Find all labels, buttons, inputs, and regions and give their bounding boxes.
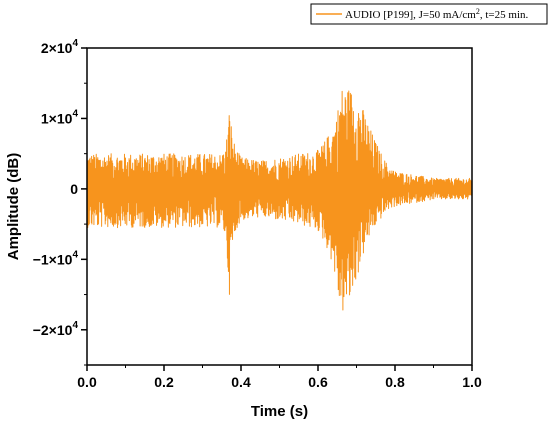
x-axis-title: Time (s) bbox=[251, 403, 308, 420]
series-audio-signal-line bbox=[86, 90, 473, 311]
legend-entry-text-part2: , t=25 min. bbox=[480, 9, 529, 21]
legend-entry-superscript: 2 bbox=[476, 7, 480, 16]
x-tick-label: 0.4 bbox=[231, 374, 251, 390]
x-tick-label: 0.6 bbox=[308, 374, 328, 390]
y-tick-label: −1×104 bbox=[33, 249, 79, 267]
y-tick-label: 1×104 bbox=[41, 108, 79, 126]
y-tick-label: 2×104 bbox=[41, 38, 79, 56]
x-tick-label: 0.0 bbox=[77, 374, 97, 390]
plot-area bbox=[86, 90, 473, 311]
legend: AUDIO [P199], J=50 mA/cm2, t=25 min. bbox=[310, 3, 548, 25]
x-axis-ticks: 0.0 0.2 0.4 0.6 0.8 1.0 bbox=[77, 365, 482, 390]
y-tick-label: 0 bbox=[70, 181, 78, 197]
x-tick-label: 0.8 bbox=[385, 374, 405, 390]
legend-entry-label: AUDIO [P199], J=50 mA/cm2, t=25 min. bbox=[345, 7, 528, 21]
y-tick-label: −2×104 bbox=[33, 320, 79, 338]
y-axis-title: Amplitude (dB) bbox=[5, 153, 22, 260]
y-axis-ticks: −2×104 −1×104 0 1×104 2×104 bbox=[33, 38, 87, 366]
x-tick-label: 1.0 bbox=[462, 374, 482, 390]
legend-entry-text-part1: AUDIO [P199], J=50 mA/cm bbox=[345, 9, 476, 21]
legend-box bbox=[310, 3, 548, 25]
x-tick-label: 0.2 bbox=[154, 374, 174, 390]
